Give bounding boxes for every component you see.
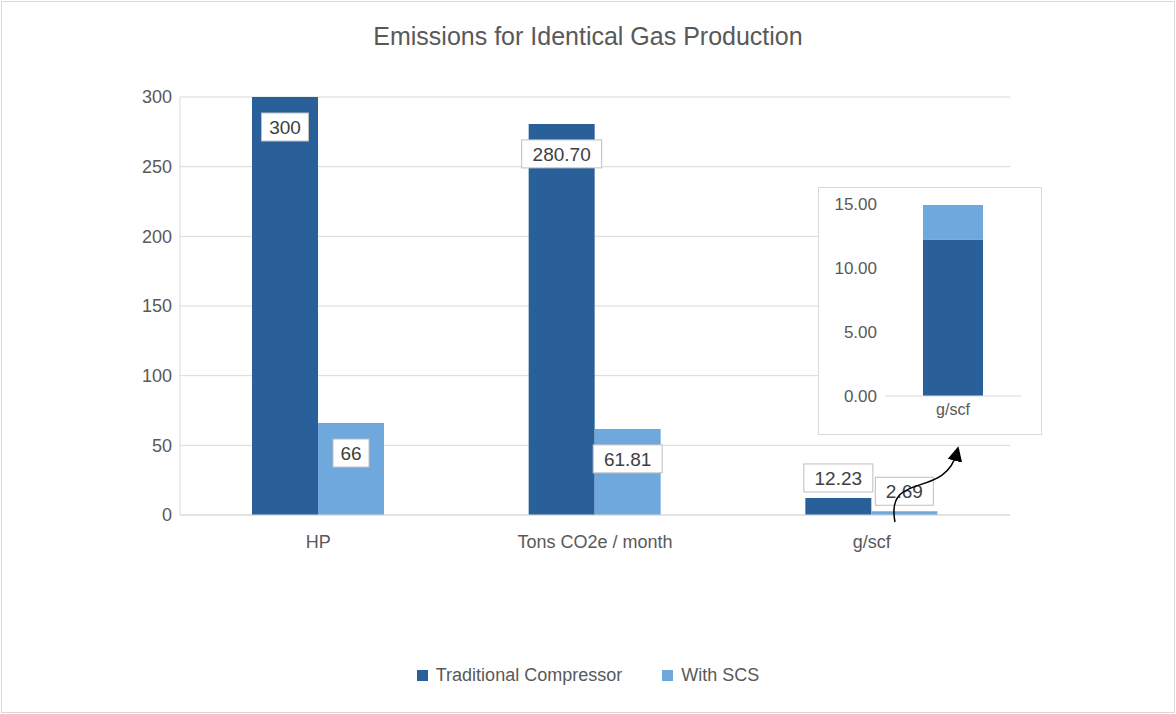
svg-text:100: 100 — [142, 366, 172, 386]
svg-text:280.70: 280.70 — [533, 144, 591, 165]
svg-text:2.69: 2.69 — [886, 481, 923, 502]
svg-text:5.00: 5.00 — [844, 323, 877, 342]
svg-text:10.00: 10.00 — [834, 259, 877, 278]
svg-text:200: 200 — [142, 227, 172, 247]
svg-text:300: 300 — [142, 87, 172, 107]
svg-text:250: 250 — [142, 157, 172, 177]
html-text:Emissions for Identical Gas Pr: Emissions for Identical Gas Production — [373, 22, 803, 50]
svg-text:300: 300 — [269, 117, 301, 138]
svg-text:0.00: 0.00 — [844, 387, 877, 406]
svg-text:150: 150 — [142, 296, 172, 316]
svg-text:g/scf: g/scf — [853, 532, 892, 552]
svg-text:Tons CO2e / month: Tons CO2e / month — [517, 532, 672, 552]
svg-text:66: 66 — [340, 443, 361, 464]
svg-text:g/scf: g/scf — [936, 401, 970, 418]
svg-text:12.23: 12.23 — [815, 468, 863, 489]
html-text:Traditional Compressor: Traditional Compressor — [435, 665, 623, 685]
html-text:With SCS: With SCS — [681, 665, 760, 685]
svg-text:50: 50 — [152, 436, 172, 456]
svg-text:15.00: 15.00 — [834, 195, 877, 214]
svg-text:0: 0 — [162, 505, 172, 525]
svg-text:HP: HP — [306, 532, 331, 552]
svg-text:61.81: 61.81 — [604, 449, 652, 470]
